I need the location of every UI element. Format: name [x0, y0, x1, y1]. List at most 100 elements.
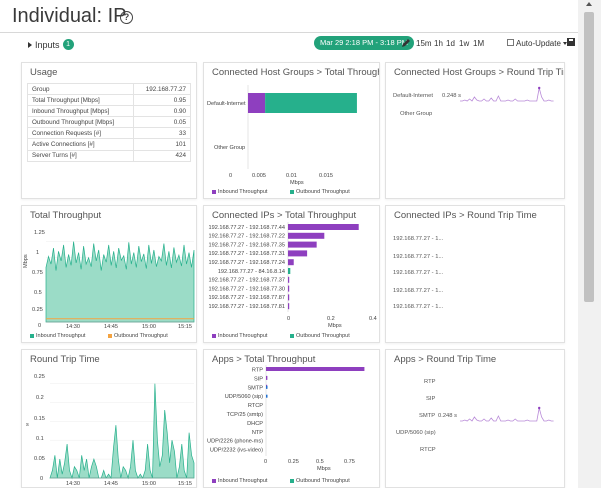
auto-update-label[interactable]: Auto-Update [516, 39, 561, 48]
bar-inbound [288, 241, 317, 248]
y-tick: 0.25 [32, 307, 43, 313]
category-label: 192.168.77.27 - 192.168.77.24 [208, 260, 285, 266]
apps-rtt-card: Apps > Round Trip Time RTP SIP SMTP 0.24… [385, 349, 565, 488]
category-label: 192.168.77.27 - 192.168.77.35 [208, 242, 285, 248]
rtt-chart [49, 383, 195, 480]
rtt-row-label: 192.168.77.27 - 1... [393, 288, 444, 294]
x-tick: 0.005 [252, 173, 266, 179]
sparkline-peak [538, 86, 541, 90]
legend-swatch [212, 478, 216, 483]
auto-update-caret-icon[interactable] [563, 42, 567, 45]
category-label: SMTP [247, 385, 263, 391]
card-title: Usage [30, 67, 58, 78]
y-tick: 1.25 [34, 230, 45, 236]
scroll-thumb[interactable] [584, 12, 594, 302]
card-title: Connected IPs > Round Trip Time [394, 210, 537, 221]
category-label: 192.168.77.27 - 192.168.77.31 [208, 251, 285, 257]
bar-outbound [288, 268, 291, 274]
inputs-count-badge: 1 [62, 39, 74, 50]
x-tick: 0.5 [316, 459, 324, 465]
usage-value: 0.95 [132, 94, 192, 107]
card-title: Total Throughput [30, 210, 102, 221]
usage-label: Total Throughput [Mbps] [27, 94, 134, 107]
card-title: Connected Host Groups > Round Trip Time [394, 67, 565, 78]
y-tick: 0.05 [34, 456, 45, 462]
usage-label: Server Turns [#] [27, 149, 134, 162]
scrollbar[interactable] [578, 0, 601, 488]
x-tick: 0 [287, 316, 291, 322]
time-range-pill[interactable]: Mar 29 2:18 PM - 3:18 PM [314, 36, 414, 50]
legend-swatch [212, 333, 216, 338]
bar-inbound [288, 224, 359, 230]
y-tick: 0.5 [34, 290, 42, 296]
legend-outbound: Outbound Throughput [290, 333, 350, 339]
table-row: Outbound Throughput [Mbps] 0.05 [27, 116, 192, 129]
rtt-sparkline [460, 406, 554, 422]
sparkline-peak [538, 406, 541, 410]
total-throughput-chart [45, 241, 195, 323]
apps-chart: RTP SIP SMTP UDP/5060 (sip) RTCP TCP/25 (smtp… [207, 365, 365, 456]
bar-outbound [266, 394, 268, 398]
category-label: 192.168.77.27 - 84.16.8.14 [218, 269, 285, 275]
total-throughput-card: Total Throughput 1.25 1 0.75 0.5 0.25 0 … [21, 205, 197, 343]
rtt-row-label: 192.168.77.27 - 1... [393, 236, 444, 242]
scroll-up-icon[interactable] [586, 2, 592, 6]
category-label: NTP [252, 430, 263, 436]
y-axis-label: s [26, 422, 29, 428]
x-tick: 0.01 [286, 173, 297, 179]
series-area-total [45, 241, 195, 323]
x-tick: 15:15 [178, 324, 192, 330]
usage-label: Group [27, 82, 134, 96]
legend-outbound: Outbound Throughput [290, 189, 350, 195]
toolbar: Inputs 1 Mar 29 2:18 PM - 3:18 PM 15m 1h… [0, 33, 578, 57]
zoom-1M[interactable]: 1M [473, 39, 485, 48]
zoom-1w[interactable]: 1w [459, 39, 470, 48]
legend-swatch [290, 333, 294, 338]
caret-right-icon [28, 41, 32, 48]
rtt-card: Round Trip Time 0.25 0.2 0.15 0.1 0.05 0… [21, 349, 197, 488]
sparkline-path [460, 87, 554, 102]
inputs-label: Inputs [35, 39, 60, 50]
x-tick: 14:30 [66, 324, 80, 330]
usage-label: Outbound Throughput [Mbps] [27, 116, 134, 129]
zoom-15m[interactable]: 15m [416, 39, 432, 48]
x-axis-label: Mbps [328, 323, 342, 329]
x-tick: 0.015 [319, 173, 333, 179]
legend-swatch [108, 333, 112, 338]
pencil-icon[interactable] [401, 38, 411, 48]
usage-value: 192.168.77.27 [132, 82, 192, 96]
bar-inbound [266, 375, 268, 380]
zoom-1d[interactable]: 1d [446, 39, 455, 48]
y-tick: 0.2 [36, 395, 44, 401]
x-tick: 14:30 [66, 481, 80, 487]
legend-inbound: Inbound Throughput [212, 333, 267, 339]
category-label: 192.168.77.27 - 192.168.77.22 [208, 234, 285, 240]
ips-rtt-card: Connected IPs > Round Trip Time 192.168.… [385, 205, 565, 343]
usage-label: Inbound Throughput [Mbps] [27, 105, 134, 118]
auto-update-checkbox[interactable] [507, 39, 514, 46]
rtt-row-label: RTCP [420, 447, 436, 453]
page-header: Individual: IP ? [0, 0, 578, 33]
help-icon[interactable]: ? [120, 11, 133, 24]
zoom-1h[interactable]: 1h [434, 39, 443, 48]
card-title: Apps > Total Throughput [212, 354, 316, 365]
category-label: UDP/2226 (phone-ms) [207, 439, 263, 445]
save-icon[interactable] [567, 38, 575, 46]
bar-inbound [288, 294, 290, 301]
usage-value: 0.90 [132, 105, 192, 118]
inputs-toggle[interactable]: Inputs 1 [28, 39, 74, 50]
page-title: Individual: IP [12, 5, 127, 27]
rtt-row-label: RTP [424, 379, 436, 385]
usage-value: 424 [132, 149, 192, 162]
y-tick: 0.15 [34, 416, 45, 422]
hostgroups-chart [247, 85, 357, 169]
ips-throughput-card: Connected IPs > Total Throughput 192.168… [203, 205, 380, 343]
x-tick: 0.4 [369, 316, 377, 322]
x-tick: 0 [229, 173, 233, 179]
card-title: Connected IPs > Total Throughput [212, 210, 357, 221]
legend-swatch [290, 189, 294, 194]
category-label: DHCP [247, 421, 263, 427]
rtt-row-value: 0.248 s [438, 413, 458, 419]
category-label: 192.168.77.27 - 192.168.77.30 [208, 286, 285, 292]
x-tick: 14:45 [104, 481, 118, 487]
